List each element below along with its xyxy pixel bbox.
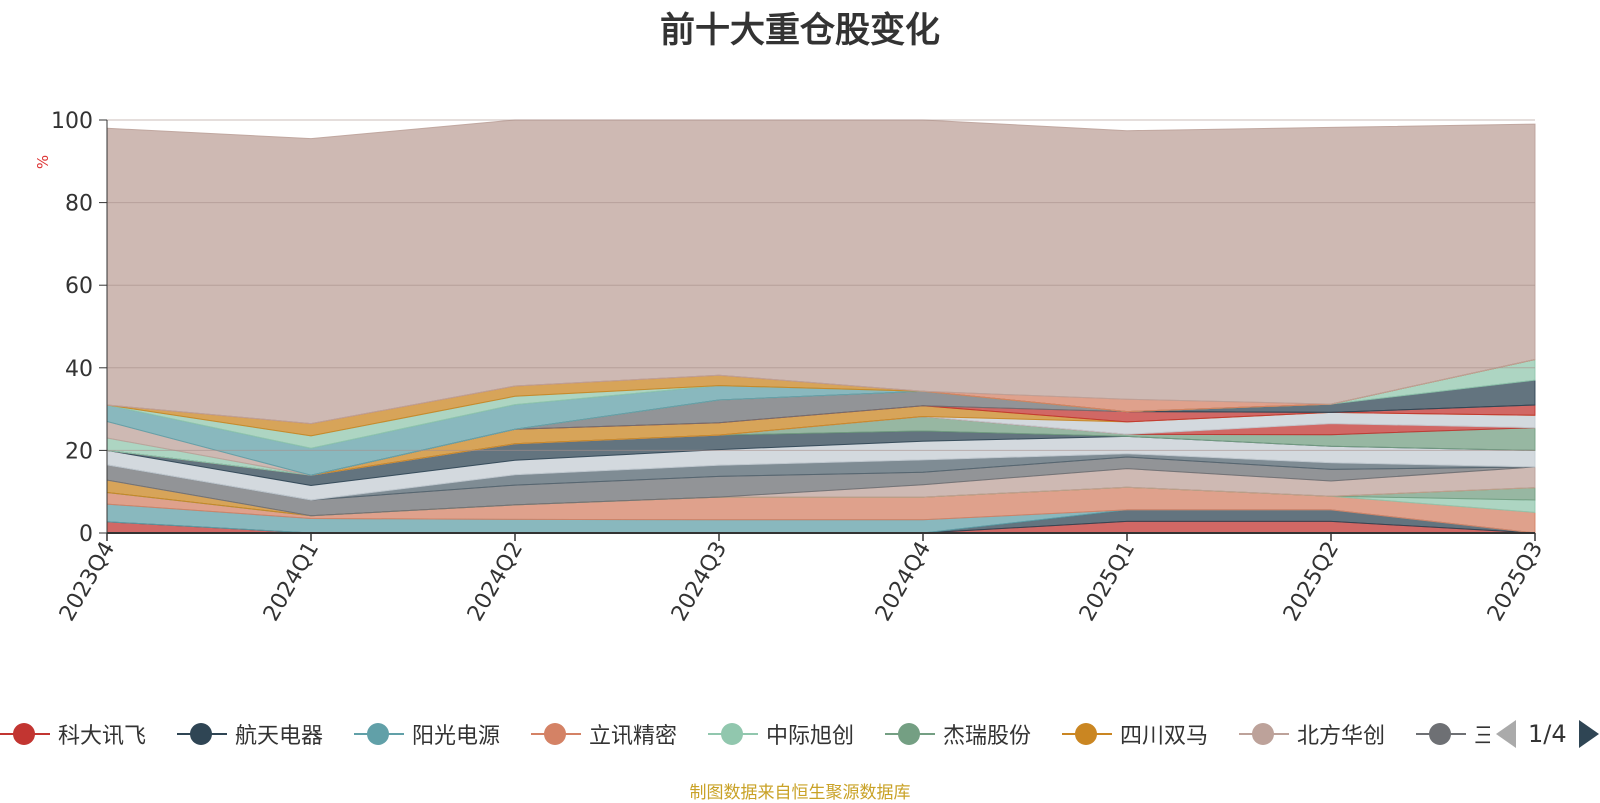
legend-item[interactable]: 杰瑞股份	[885, 714, 1031, 754]
legend-marker-dot	[367, 723, 389, 745]
legend-marker-icon	[0, 722, 50, 746]
x-tick-label: 2023Q4	[55, 538, 120, 626]
legend-marker-icon	[885, 722, 935, 746]
legend-page-indicator: 1/4	[1528, 720, 1567, 748]
legend-marker-icon	[1062, 722, 1112, 746]
legend-marker-icon	[177, 722, 227, 746]
legend-label: 四川双马	[1120, 724, 1209, 749]
legend-marker-icon	[1416, 722, 1466, 746]
legend-marker-dot	[898, 723, 920, 745]
x-tick-label: 2024Q2	[463, 538, 528, 626]
legend-label: 科大讯飞	[58, 724, 147, 749]
legend-label: 航天电器	[235, 724, 324, 749]
legend-label: 中际旭创	[766, 724, 855, 749]
legend-marker-icon	[1239, 722, 1289, 746]
y-tick-label: 40	[65, 357, 93, 382]
x-tick-label: 2024Q4	[871, 538, 936, 626]
y-tick-label: 0	[79, 522, 93, 547]
legend-label: 三	[1474, 724, 1490, 749]
legend: 科大讯飞 航天电器 阳光电源 立讯精密 中际旭创 杰瑞股份 四川双马 北方华创 三	[0, 714, 1490, 754]
legend-label: 阳光电源	[412, 724, 501, 749]
legend-item[interactable]: 阳光电源	[354, 714, 500, 754]
legend-marker-dot	[1252, 723, 1274, 745]
chart-title: 前十大重仓股变化	[659, 11, 940, 51]
legend-label: 北方华创	[1297, 724, 1386, 749]
legend-item[interactable]: 航天电器	[177, 714, 323, 754]
legend-marker-icon	[354, 722, 404, 746]
y-tick-label: 20	[65, 439, 93, 464]
x-tick-label: 2024Q3	[667, 538, 732, 626]
legend-marker-dot	[721, 723, 743, 745]
legend-marker-dot	[190, 723, 212, 745]
x-tick-label: 2024Q1	[259, 538, 324, 626]
legend-prev-page-icon[interactable]	[1496, 720, 1516, 748]
legend-item[interactable]: 中际旭创	[708, 714, 854, 754]
x-tick-label: 2025Q2	[1279, 538, 1344, 626]
y-axis-label: %	[34, 155, 52, 169]
legend-item[interactable]: 四川双马	[1062, 714, 1208, 754]
y-tick-label: 60	[65, 274, 93, 299]
legend-item[interactable]: 立讯精密	[531, 714, 677, 754]
x-tick-label: 2025Q3	[1483, 538, 1548, 626]
legend-marker-icon	[708, 722, 758, 746]
legend-label: 杰瑞股份	[943, 724, 1032, 749]
legend-marker-dot	[1429, 723, 1451, 745]
legend-marker-dot	[13, 723, 35, 745]
legend-pager: 1/4	[1496, 716, 1599, 752]
legend-marker-dot	[544, 723, 566, 745]
y-tick-label: 100	[51, 109, 93, 134]
y-tick-label: 80	[65, 192, 93, 217]
legend-marker-dot	[1075, 723, 1097, 745]
data-source-note: 制图数据来自恒生聚源数据库	[689, 783, 911, 803]
legend-next-page-icon[interactable]	[1578, 720, 1599, 748]
area-series-25	[106, 119, 1536, 425]
legend-label: 立讯精密	[589, 724, 678, 749]
x-tick-label: 2025Q1	[1075, 538, 1140, 626]
legend-item[interactable]: 科大讯飞	[0, 714, 146, 754]
legend-item[interactable]: 三	[1416, 714, 1490, 754]
legend-marker-icon	[531, 722, 581, 746]
legend-item[interactable]: 北方华创	[1239, 714, 1385, 754]
